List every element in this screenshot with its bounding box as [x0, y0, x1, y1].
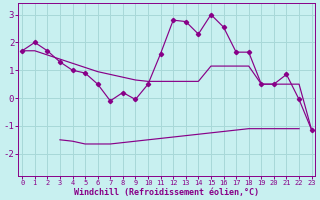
X-axis label: Windchill (Refroidissement éolien,°C): Windchill (Refroidissement éolien,°C)	[75, 188, 260, 197]
